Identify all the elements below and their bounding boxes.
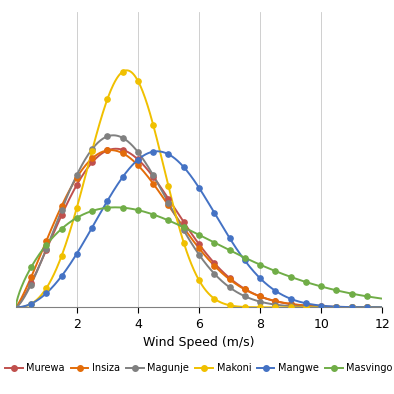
Legend: Murewa, Insiza, Magunje, Makoni, Mangwe, Masvingo: Murewa, Insiza, Magunje, Makoni, Mangwe,… <box>1 359 394 377</box>
X-axis label: Wind Speed (m/s): Wind Speed (m/s) <box>143 336 255 349</box>
